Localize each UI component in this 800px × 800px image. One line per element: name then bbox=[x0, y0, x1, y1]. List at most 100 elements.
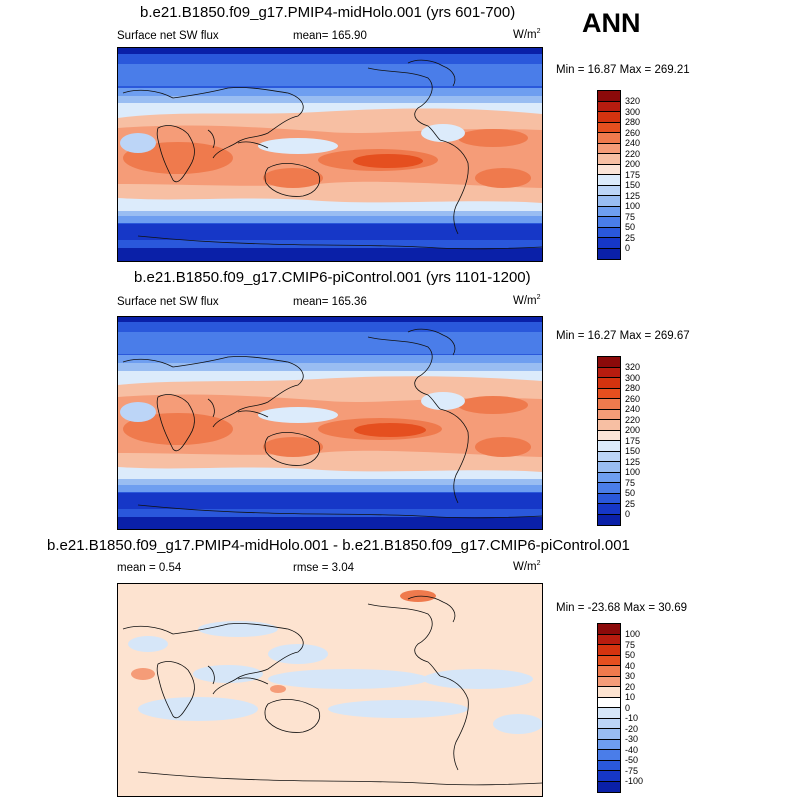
colorbar-box bbox=[598, 206, 620, 217]
colorbar-box bbox=[598, 771, 620, 782]
colorbar-box bbox=[598, 164, 620, 175]
panel3-units: W/m2 bbox=[513, 560, 541, 573]
colorbar-box bbox=[598, 112, 620, 123]
colorbar-label: 50 bbox=[625, 650, 636, 660]
panel2-colorbar bbox=[597, 356, 621, 526]
colorbar-box bbox=[598, 504, 620, 515]
panel3-colorbar bbox=[597, 623, 621, 793]
colorbar-label: 200 bbox=[625, 425, 641, 435]
panel3-colorbar-labels: 100 75 50 40 30 20 10 0 -10 -20 -30 -40 -50 -75 -100 bbox=[625, 629, 643, 787]
colorbar-box bbox=[598, 91, 620, 102]
colorbar-box bbox=[598, 760, 620, 771]
panel1-variable-label: Surface net SW flux bbox=[117, 30, 219, 42]
colorbar-box bbox=[598, 430, 620, 441]
colorbar-label: 40 bbox=[625, 660, 636, 671]
colorbar-label: 280 bbox=[625, 383, 641, 393]
panel1-units: W/m2 bbox=[513, 28, 541, 41]
colorbar-label: 75 bbox=[625, 211, 636, 222]
colorbar-label: 150 bbox=[625, 446, 641, 456]
colorbar-label: 50 bbox=[625, 488, 636, 498]
colorbar-box bbox=[598, 196, 620, 207]
colorbar-box bbox=[598, 248, 620, 259]
colorbar-box bbox=[598, 676, 620, 687]
colorbar-box bbox=[598, 378, 620, 389]
colorbar-label: 100 bbox=[625, 629, 641, 639]
colorbar-box bbox=[598, 357, 620, 368]
colorbar-label: 220 bbox=[625, 148, 641, 159]
colorbar-label: -50 bbox=[625, 755, 639, 765]
colorbar-label: 125 bbox=[625, 190, 641, 201]
colorbar-label: 10 bbox=[625, 692, 636, 702]
colorbar-box bbox=[598, 493, 620, 504]
colorbar-label: 25 bbox=[625, 498, 636, 509]
panel2-title: b.e21.B1850.f09_g17.CMIP6-piControl.001 … bbox=[134, 269, 531, 286]
colorbar-label: 260 bbox=[625, 127, 641, 138]
season-label: ANN bbox=[582, 8, 641, 38]
panel1-coastlines bbox=[122, 59, 542, 250]
colorbar-box bbox=[598, 451, 620, 462]
colorbar-box bbox=[598, 624, 620, 635]
colorbar-box bbox=[598, 666, 620, 677]
panel1-field bbox=[118, 48, 542, 261]
panel3-minmax: Min = -23.68 Max = 30.69 bbox=[556, 602, 688, 614]
colorbar-label: 25 bbox=[625, 232, 636, 243]
colorbar-box bbox=[598, 133, 620, 144]
panel2-field bbox=[118, 317, 542, 529]
colorbar-label: 240 bbox=[625, 404, 641, 414]
panel1-mean-label: mean= 165.90 bbox=[293, 30, 367, 42]
panel3-map bbox=[117, 583, 543, 797]
colorbar-box bbox=[598, 645, 620, 656]
colorbar-label: 320 bbox=[625, 362, 641, 372]
colorbar-box bbox=[598, 122, 620, 133]
colorbar-label: 240 bbox=[625, 138, 641, 148]
panel1-title: b.e21.B1850.f09_g17.PMIP4-midHolo.001 (y… bbox=[140, 4, 516, 21]
colorbar-box bbox=[598, 462, 620, 473]
panel3-coastlines bbox=[122, 595, 542, 786]
colorbar-label: -75 bbox=[625, 765, 639, 776]
colorbar-label: 175 bbox=[625, 435, 641, 446]
colorbar-box bbox=[598, 409, 620, 420]
colorbar-label: 0 bbox=[625, 702, 631, 713]
colorbar-box bbox=[598, 472, 620, 483]
panel3-title: b.e21.B1850.f09_g17.PMIP4-midHolo.001 - … bbox=[47, 537, 630, 554]
colorbar-label: 300 bbox=[625, 106, 641, 117]
colorbar-label: 20 bbox=[625, 681, 636, 692]
colorbar-box bbox=[598, 185, 620, 196]
colorbar-label: -20 bbox=[625, 723, 639, 734]
colorbar-box bbox=[598, 217, 620, 228]
colorbar-label: 0 bbox=[625, 509, 631, 519]
colorbar-label: 100 bbox=[625, 467, 641, 477]
colorbar-box bbox=[598, 367, 620, 378]
colorbar-box bbox=[598, 143, 620, 154]
colorbar-label: 200 bbox=[625, 159, 641, 169]
panel2-colorbar-labels: 320 300 280 260 240 220 200 175 150 125 100 75 50 25 0 bbox=[625, 362, 640, 520]
colorbar-label: -100 bbox=[625, 776, 644, 786]
panel3-mean-label: mean = 0.54 bbox=[117, 562, 182, 574]
colorbar-label: -10 bbox=[625, 713, 639, 723]
colorbar-box bbox=[598, 101, 620, 112]
colorbar-label: 320 bbox=[625, 96, 641, 106]
colorbar-label: 260 bbox=[625, 393, 641, 404]
colorbar-label: 220 bbox=[625, 414, 641, 425]
colorbar-label: 0 bbox=[625, 243, 631, 253]
colorbar-label: -40 bbox=[625, 744, 639, 755]
colorbar-box bbox=[598, 514, 620, 525]
colorbar-box bbox=[598, 388, 620, 399]
panel2-units: W/m2 bbox=[513, 294, 541, 307]
panel1-minmax: Min = 16.87 Max = 269.21 bbox=[556, 64, 690, 76]
colorbar-box bbox=[598, 687, 620, 698]
colorbar-box bbox=[598, 227, 620, 238]
colorbar-label: 75 bbox=[625, 477, 636, 488]
colorbar-box bbox=[598, 750, 620, 761]
colorbar-box bbox=[598, 441, 620, 452]
colorbar-box bbox=[598, 634, 620, 645]
panel2-mean-label: mean= 165.36 bbox=[293, 296, 367, 308]
colorbar-label: 280 bbox=[625, 117, 641, 127]
colorbar-label: 150 bbox=[625, 180, 641, 190]
colorbar-box bbox=[598, 729, 620, 740]
colorbar-box bbox=[598, 781, 620, 792]
colorbar-box bbox=[598, 399, 620, 410]
panel3-rmse-label: rmse = 3.04 bbox=[293, 562, 355, 574]
colorbar-box bbox=[598, 739, 620, 750]
colorbar-label: 75 bbox=[625, 639, 636, 650]
